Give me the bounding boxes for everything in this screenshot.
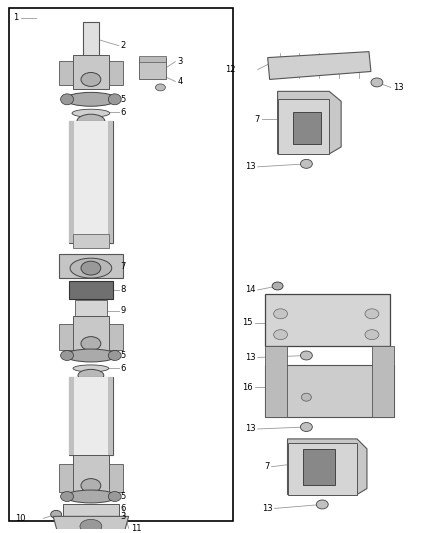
Text: 3: 3: [177, 57, 183, 66]
Ellipse shape: [371, 78, 383, 87]
Text: 14: 14: [245, 286, 256, 294]
Bar: [293, 112, 321, 144]
Ellipse shape: [78, 369, 104, 381]
Bar: [372, 345, 394, 417]
Polygon shape: [287, 439, 367, 495]
Bar: [75, 300, 107, 318]
Bar: [73, 377, 109, 455]
Text: 12: 12: [226, 65, 236, 74]
Text: 4: 4: [177, 77, 183, 86]
Text: 3: 3: [121, 512, 126, 521]
Ellipse shape: [60, 491, 74, 502]
Ellipse shape: [108, 94, 121, 105]
Ellipse shape: [81, 72, 101, 86]
Text: 16: 16: [242, 383, 253, 392]
Bar: [304, 449, 335, 484]
Ellipse shape: [108, 351, 121, 360]
Ellipse shape: [60, 94, 74, 105]
Polygon shape: [278, 91, 341, 154]
Bar: [108, 377, 113, 455]
Text: 7: 7: [264, 462, 270, 471]
Text: 13: 13: [245, 424, 256, 433]
Text: 15: 15: [242, 318, 253, 327]
Bar: [69, 377, 74, 455]
Text: 5: 5: [121, 351, 126, 360]
Ellipse shape: [274, 330, 287, 340]
Bar: [278, 99, 329, 154]
Text: 5: 5: [121, 492, 126, 501]
Bar: [59, 254, 123, 278]
Ellipse shape: [365, 330, 379, 340]
Text: 9: 9: [121, 306, 126, 316]
Ellipse shape: [73, 505, 109, 512]
Text: 13: 13: [393, 83, 403, 92]
Bar: [69, 377, 113, 455]
Polygon shape: [53, 516, 129, 533]
Text: 13: 13: [245, 353, 256, 362]
Bar: [69, 121, 74, 243]
Bar: [73, 235, 109, 248]
Ellipse shape: [65, 349, 117, 362]
Bar: [63, 504, 119, 519]
Bar: [138, 58, 166, 79]
Text: 13: 13: [262, 504, 272, 513]
Bar: [265, 366, 394, 417]
Bar: [10, 8, 233, 521]
Bar: [59, 324, 73, 350]
Text: 7: 7: [121, 262, 126, 271]
Ellipse shape: [70, 258, 112, 278]
Text: 1: 1: [14, 13, 19, 22]
Bar: [73, 316, 109, 352]
Ellipse shape: [108, 491, 121, 502]
Bar: [109, 61, 123, 85]
Text: 8: 8: [121, 286, 126, 294]
Bar: [108, 121, 113, 243]
Bar: [73, 455, 109, 495]
Ellipse shape: [81, 479, 101, 492]
Bar: [265, 294, 390, 345]
Bar: [109, 464, 123, 491]
Text: 6: 6: [121, 108, 126, 117]
Ellipse shape: [60, 351, 74, 360]
Polygon shape: [268, 52, 371, 79]
Ellipse shape: [316, 500, 328, 509]
Bar: [83, 22, 99, 58]
Ellipse shape: [300, 351, 312, 360]
Ellipse shape: [300, 159, 312, 168]
Bar: [109, 324, 123, 350]
Bar: [287, 443, 357, 495]
Ellipse shape: [81, 337, 101, 351]
Ellipse shape: [155, 84, 166, 91]
Ellipse shape: [65, 490, 117, 503]
Bar: [73, 54, 109, 90]
Ellipse shape: [301, 393, 311, 401]
Ellipse shape: [77, 114, 105, 128]
Bar: [73, 121, 109, 243]
Text: 10: 10: [15, 514, 26, 523]
Bar: [59, 464, 73, 491]
Ellipse shape: [65, 92, 117, 106]
Text: 6: 6: [121, 364, 126, 373]
Text: 13: 13: [245, 163, 256, 171]
Ellipse shape: [365, 309, 379, 319]
Text: 7: 7: [254, 115, 260, 124]
Bar: [59, 61, 73, 85]
Text: 2: 2: [121, 41, 126, 50]
Ellipse shape: [81, 261, 101, 275]
Ellipse shape: [272, 282, 283, 290]
Bar: [138, 55, 166, 62]
Bar: [265, 345, 286, 417]
Ellipse shape: [51, 511, 62, 519]
Text: 5: 5: [121, 95, 126, 104]
Text: 11: 11: [131, 524, 141, 533]
Ellipse shape: [73, 365, 109, 372]
Ellipse shape: [72, 109, 110, 117]
Ellipse shape: [274, 309, 287, 319]
Bar: [69, 121, 113, 243]
Text: 6: 6: [121, 504, 126, 513]
Bar: [69, 281, 113, 299]
Ellipse shape: [300, 423, 312, 431]
Ellipse shape: [80, 519, 102, 533]
